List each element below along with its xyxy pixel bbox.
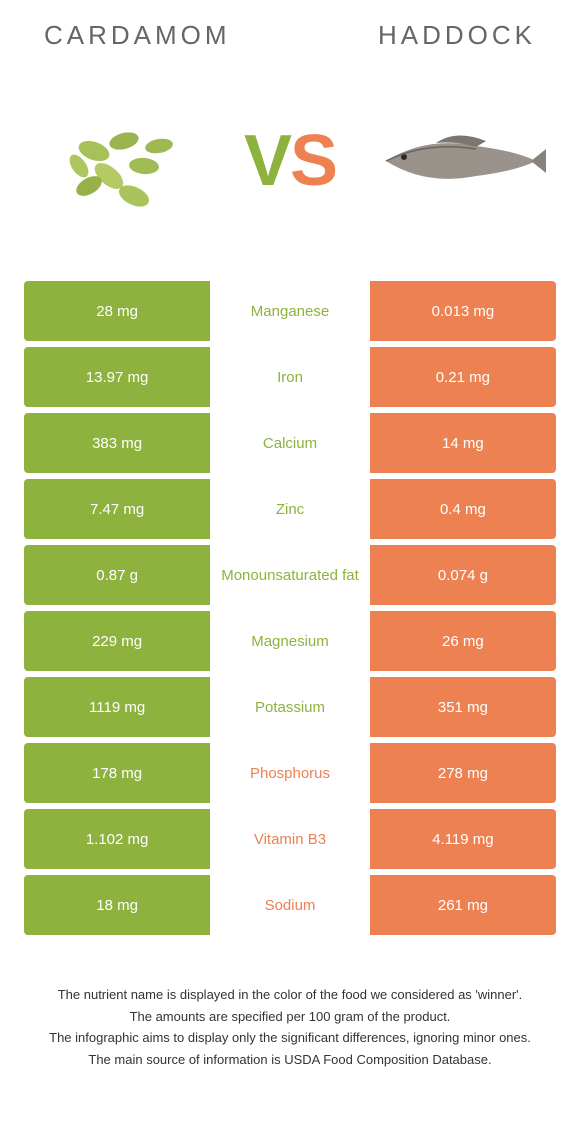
nutrient-label: Iron <box>210 347 370 407</box>
left-value: 7.47 mg <box>24 479 210 539</box>
table-row: 0.87 gMonounsaturated fat0.074 g <box>24 545 556 605</box>
right-value: 0.4 mg <box>370 479 556 539</box>
table-row: 7.47 mgZinc0.4 mg <box>24 479 556 539</box>
left-title: Cardamom <box>44 20 231 51</box>
right-food-image <box>376 91 546 231</box>
nutrient-label: Manganese <box>210 281 370 341</box>
right-value: 4.119 mg <box>370 809 556 869</box>
left-value: 229 mg <box>24 611 210 671</box>
footer-notes: The nutrient name is displayed in the co… <box>24 985 556 1071</box>
table-row: 1.102 mgVitamin B34.119 mg <box>24 809 556 869</box>
table-row: 178 mgPhosphorus278 mg <box>24 743 556 803</box>
left-value: 1.102 mg <box>24 809 210 869</box>
vs-v: V <box>244 120 290 202</box>
left-value: 13.97 mg <box>24 347 210 407</box>
right-value: 14 mg <box>370 413 556 473</box>
table-row: 18 mgSodium261 mg <box>24 875 556 935</box>
vs-s: S <box>290 120 336 202</box>
right-value: 278 mg <box>370 743 556 803</box>
nutrient-label: Vitamin B3 <box>210 809 370 869</box>
right-value: 261 mg <box>370 875 556 935</box>
footer-line-4: The main source of information is USDA F… <box>34 1050 546 1070</box>
comparison-table: 28 mgManganese0.013 mg13.97 mgIron0.21 m… <box>24 281 556 935</box>
table-row: 28 mgManganese0.013 mg <box>24 281 556 341</box>
right-value: 26 mg <box>370 611 556 671</box>
nutrient-label: Phosphorus <box>210 743 370 803</box>
table-row: 1119 mgPotassium351 mg <box>24 677 556 737</box>
nutrient-label: Zinc <box>210 479 370 539</box>
table-row: 13.97 mgIron0.21 mg <box>24 347 556 407</box>
cardamom-icon <box>34 91 204 231</box>
table-row: 383 mgCalcium14 mg <box>24 413 556 473</box>
left-food-image <box>34 91 204 231</box>
haddock-icon <box>376 91 546 231</box>
right-value: 0.013 mg <box>370 281 556 341</box>
right-value: 351 mg <box>370 677 556 737</box>
left-value: 0.87 g <box>24 545 210 605</box>
vs-label: VS <box>244 120 336 202</box>
nutrient-label: Magnesium <box>210 611 370 671</box>
nutrient-label: Monounsaturated fat <box>210 545 370 605</box>
footer-line-1: The nutrient name is displayed in the co… <box>34 985 546 1005</box>
header: Cardamom Haddock <box>24 20 556 51</box>
left-value: 1119 mg <box>24 677 210 737</box>
right-title: Haddock <box>378 20 536 51</box>
footer-line-3: The infographic aims to display only the… <box>34 1028 546 1048</box>
nutrient-label: Potassium <box>210 677 370 737</box>
right-value: 0.21 mg <box>370 347 556 407</box>
left-value: 383 mg <box>24 413 210 473</box>
footer-line-2: The amounts are specified per 100 gram o… <box>34 1007 546 1027</box>
left-value: 28 mg <box>24 281 210 341</box>
images-row: VS <box>24 81 556 241</box>
right-value: 0.074 g <box>370 545 556 605</box>
left-value: 18 mg <box>24 875 210 935</box>
nutrient-label: Sodium <box>210 875 370 935</box>
nutrient-label: Calcium <box>210 413 370 473</box>
left-value: 178 mg <box>24 743 210 803</box>
table-row: 229 mgMagnesium26 mg <box>24 611 556 671</box>
